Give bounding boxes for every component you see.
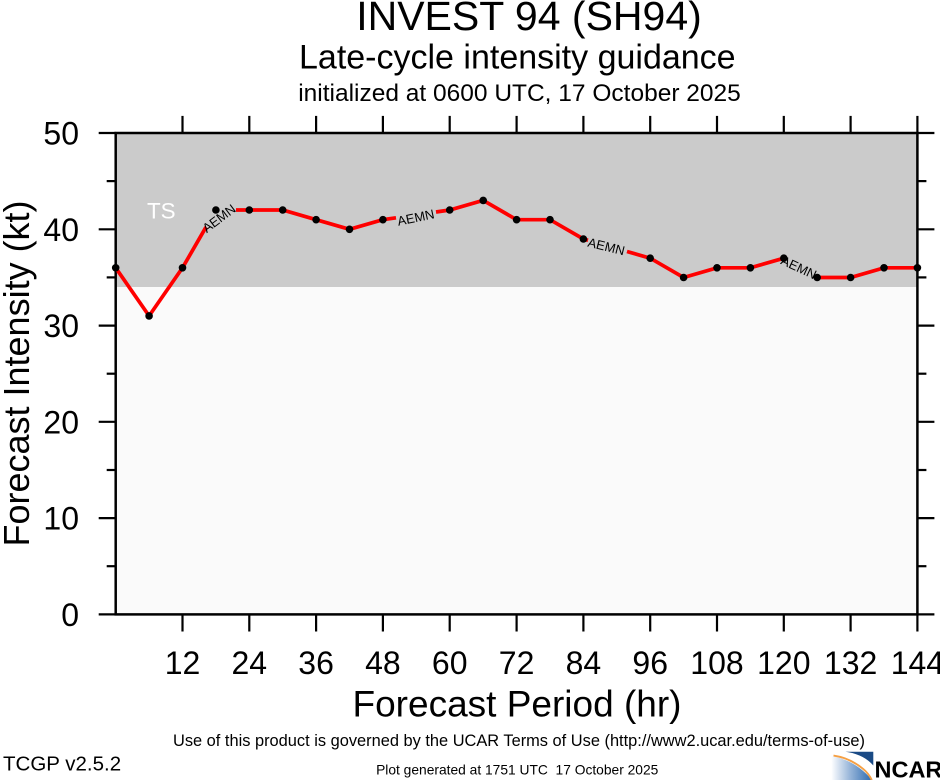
svg-text:72: 72 xyxy=(499,645,535,681)
svg-text:Use of this product is governe: Use of this product is governed by the U… xyxy=(173,732,865,750)
svg-text:36: 36 xyxy=(298,645,334,681)
svg-text:initialized at 0600 UTC, 17 Oc: initialized at 0600 UTC, 17 October 2025 xyxy=(298,80,741,107)
svg-text:Forecast Period (hr): Forecast Period (hr) xyxy=(353,684,682,725)
svg-text:20: 20 xyxy=(43,404,79,440)
svg-text:TCGP v2.5.2: TCGP v2.5.2 xyxy=(3,753,121,776)
svg-text:TS: TS xyxy=(147,199,176,224)
svg-text:0: 0 xyxy=(61,597,79,633)
svg-text:96: 96 xyxy=(632,645,668,681)
svg-text:84: 84 xyxy=(566,645,602,681)
svg-text:Forecast Intensity (kt): Forecast Intensity (kt) xyxy=(0,200,37,546)
svg-text:10: 10 xyxy=(43,501,79,537)
svg-text:48: 48 xyxy=(365,645,401,681)
svg-text:30: 30 xyxy=(43,308,79,344)
svg-text:144: 144 xyxy=(891,645,940,681)
svg-text:132: 132 xyxy=(824,645,877,681)
svg-text:40: 40 xyxy=(43,212,79,248)
svg-text:12: 12 xyxy=(165,645,201,681)
svg-text:120: 120 xyxy=(757,645,810,681)
svg-text:50: 50 xyxy=(43,116,79,152)
svg-text:INVEST 94 (SH94): INVEST 94 (SH94) xyxy=(356,0,702,39)
svg-text:108: 108 xyxy=(690,645,743,681)
svg-text:NCAR: NCAR xyxy=(875,756,940,780)
svg-text:60: 60 xyxy=(432,645,468,681)
svg-text:Late-cycle intensity guidance: Late-cycle intensity guidance xyxy=(299,39,736,77)
svg-text:Plot generated at 1751 UTC 17: Plot generated at 1751 UTC 17 October 20… xyxy=(376,763,659,778)
svg-text:24: 24 xyxy=(232,645,268,681)
